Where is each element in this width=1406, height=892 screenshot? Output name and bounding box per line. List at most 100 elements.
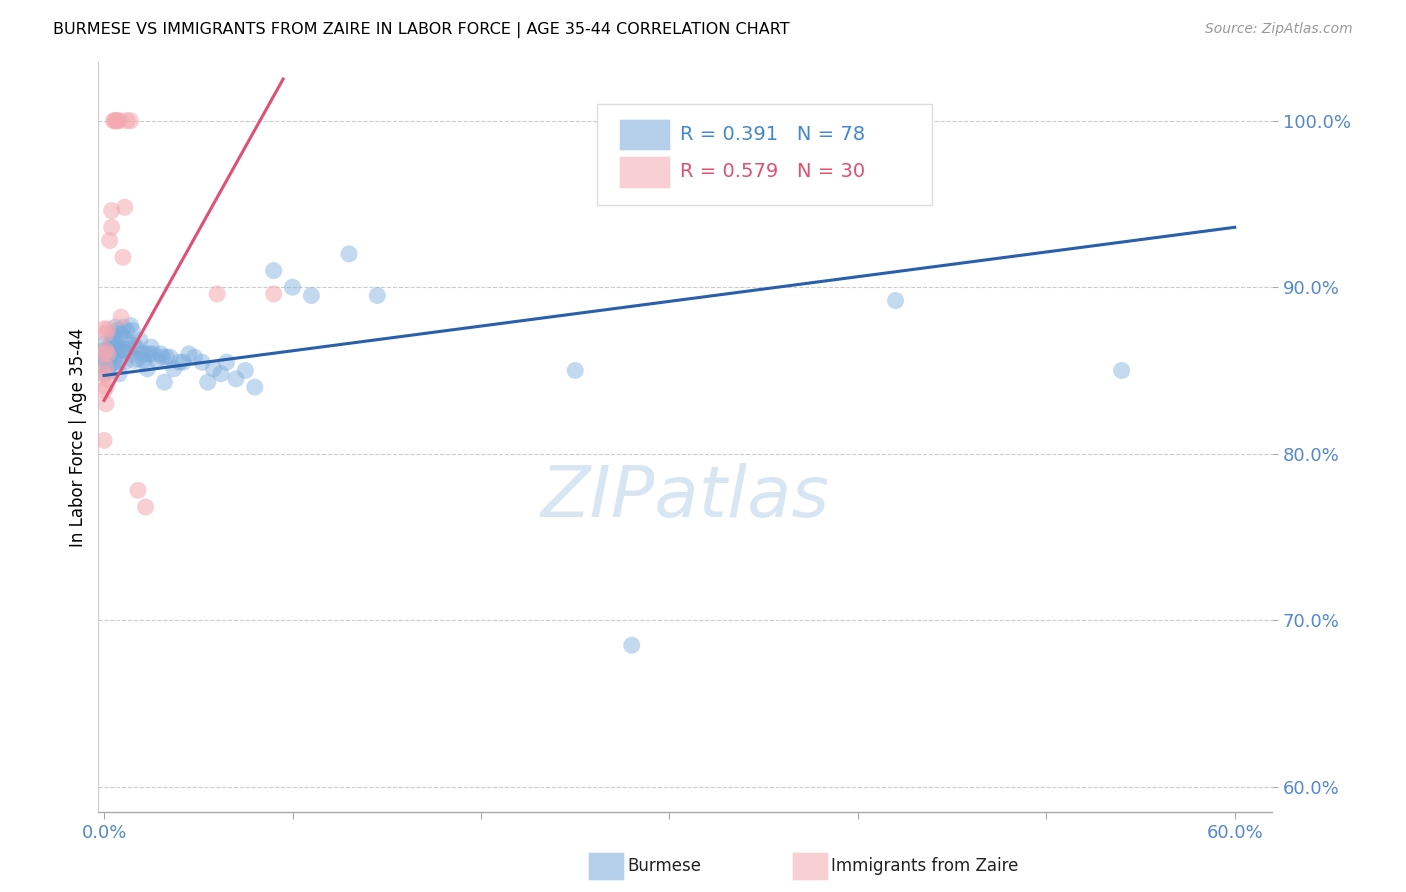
Point [94, 360, 117, 375]
Text: ZIPatlas: ZIPatlas [541, 463, 830, 532]
Point [141, 340, 163, 354]
Point [103, 330, 125, 344]
Point [243, 380, 266, 394]
Point [93, 351, 115, 366]
Point [98, 351, 121, 366]
Point [111, 250, 134, 264]
Point [110, 310, 132, 325]
Point [146, 353, 169, 368]
Point [120, 347, 142, 361]
Point [98, 345, 121, 359]
Point [127, 483, 149, 498]
Point [281, 280, 304, 294]
Y-axis label: In Labor Force | Age 35-44: In Labor Force | Age 35-44 [69, 327, 87, 547]
Point [122, 353, 145, 368]
Point [177, 347, 200, 361]
Point [337, 247, 360, 261]
Text: BURMESE VS IMMIGRANTS FROM ZAIRE IN LABOR FORCE | AGE 35-44 CORRELATION CHART: BURMESE VS IMMIGRANTS FROM ZAIRE IN LABO… [53, 22, 790, 38]
Point [225, 372, 247, 386]
Point [135, 347, 157, 361]
Point [100, 220, 122, 235]
Text: R = 0.579   N = 30: R = 0.579 N = 30 [679, 162, 865, 181]
Point [103, 113, 125, 128]
Point [108, 343, 131, 358]
Point [115, 342, 138, 356]
Point [115, 324, 138, 338]
Point [104, 113, 127, 128]
Point [209, 367, 232, 381]
Point [104, 350, 127, 364]
Point [98, 234, 121, 248]
Point [884, 293, 907, 308]
FancyBboxPatch shape [619, 119, 671, 150]
Point [111, 320, 134, 334]
Point [138, 347, 160, 361]
Point [108, 355, 131, 369]
Point [97, 365, 120, 379]
Point [153, 375, 176, 389]
Point [121, 324, 143, 338]
Point [155, 350, 177, 364]
Point [172, 355, 194, 369]
Point [103, 355, 125, 369]
Point [93, 322, 115, 336]
Point [97, 347, 120, 361]
Point [263, 263, 285, 277]
Point [114, 332, 136, 346]
Point [97, 342, 120, 356]
Point [128, 334, 150, 348]
Point [191, 355, 214, 369]
Point [100, 326, 122, 341]
Point [93, 359, 115, 373]
Point [115, 113, 138, 128]
Point [103, 342, 125, 356]
Text: R = 0.391   N = 78: R = 0.391 N = 78 [679, 125, 865, 144]
Point [1111, 363, 1133, 377]
Point [120, 113, 142, 128]
Point [94, 343, 117, 358]
Point [263, 286, 285, 301]
Point [104, 336, 127, 351]
Point [197, 375, 219, 389]
Point [205, 286, 228, 301]
Point [620, 638, 643, 652]
Point [202, 361, 225, 376]
Point [159, 350, 181, 364]
Point [136, 361, 159, 376]
Point [366, 288, 388, 302]
Point [122, 338, 145, 352]
Text: Burmese: Burmese [627, 857, 702, 875]
Point [149, 347, 172, 361]
Point [131, 347, 153, 361]
Point [105, 113, 128, 128]
Point [100, 203, 122, 218]
Point [94, 326, 117, 341]
Point [132, 353, 155, 368]
FancyBboxPatch shape [598, 103, 932, 205]
Point [93, 367, 115, 381]
Point [142, 347, 165, 361]
Point [110, 326, 132, 341]
Point [215, 355, 238, 369]
Point [93, 336, 115, 351]
Point [97, 372, 120, 386]
Point [169, 355, 191, 369]
Point [108, 367, 131, 381]
Point [97, 322, 120, 336]
FancyBboxPatch shape [619, 156, 671, 187]
Point [183, 350, 205, 364]
Point [114, 355, 136, 369]
Point [152, 350, 174, 364]
Point [163, 361, 186, 376]
Point [125, 340, 148, 354]
Point [94, 397, 117, 411]
Point [235, 363, 257, 377]
Point [135, 500, 157, 514]
Point [93, 347, 115, 361]
Point [93, 367, 115, 381]
Point [111, 342, 134, 356]
Point [94, 380, 117, 394]
Point [100, 347, 122, 361]
Point [98, 359, 121, 373]
Point [114, 200, 136, 214]
